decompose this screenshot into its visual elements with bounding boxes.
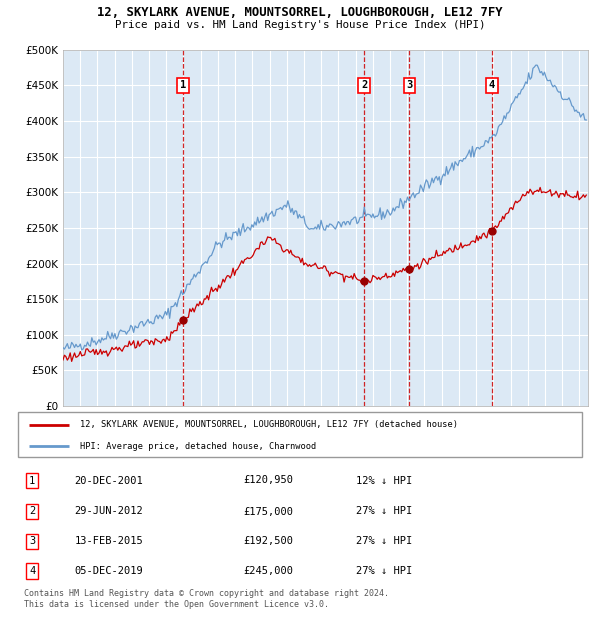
Text: 27% ↓ HPI: 27% ↓ HPI <box>356 536 413 546</box>
Text: £175,000: £175,000 <box>244 507 293 516</box>
Text: £192,500: £192,500 <box>244 536 293 546</box>
Text: 29-JUN-2012: 29-JUN-2012 <box>74 507 143 516</box>
Text: 2: 2 <box>29 507 35 516</box>
Text: 2: 2 <box>361 80 367 91</box>
Text: 1: 1 <box>180 80 186 91</box>
Text: 4: 4 <box>29 566 35 576</box>
Text: Contains HM Land Registry data © Crown copyright and database right 2024.: Contains HM Land Registry data © Crown c… <box>24 589 389 598</box>
Text: 3: 3 <box>406 80 412 91</box>
Text: HPI: Average price, detached house, Charnwood: HPI: Average price, detached house, Char… <box>80 441 316 451</box>
Text: £245,000: £245,000 <box>244 566 293 576</box>
Text: This data is licensed under the Open Government Licence v3.0.: This data is licensed under the Open Gov… <box>24 600 329 609</box>
Text: 27% ↓ HPI: 27% ↓ HPI <box>356 507 413 516</box>
Text: £120,950: £120,950 <box>244 476 293 485</box>
Text: 13-FEB-2015: 13-FEB-2015 <box>74 536 143 546</box>
Text: 20-DEC-2001: 20-DEC-2001 <box>74 476 143 485</box>
Text: 3: 3 <box>29 536 35 546</box>
Text: 1: 1 <box>29 476 35 485</box>
Text: 4: 4 <box>489 80 495 91</box>
Text: 12% ↓ HPI: 12% ↓ HPI <box>356 476 413 485</box>
Text: Price paid vs. HM Land Registry's House Price Index (HPI): Price paid vs. HM Land Registry's House … <box>115 20 485 30</box>
Text: 05-DEC-2019: 05-DEC-2019 <box>74 566 143 576</box>
Text: 27% ↓ HPI: 27% ↓ HPI <box>356 566 413 576</box>
Text: 12, SKYLARK AVENUE, MOUNTSORREL, LOUGHBOROUGH, LE12 7FY: 12, SKYLARK AVENUE, MOUNTSORREL, LOUGHBO… <box>97 6 503 19</box>
Text: 12, SKYLARK AVENUE, MOUNTSORREL, LOUGHBOROUGH, LE12 7FY (detached house): 12, SKYLARK AVENUE, MOUNTSORREL, LOUGHBO… <box>80 420 458 429</box>
